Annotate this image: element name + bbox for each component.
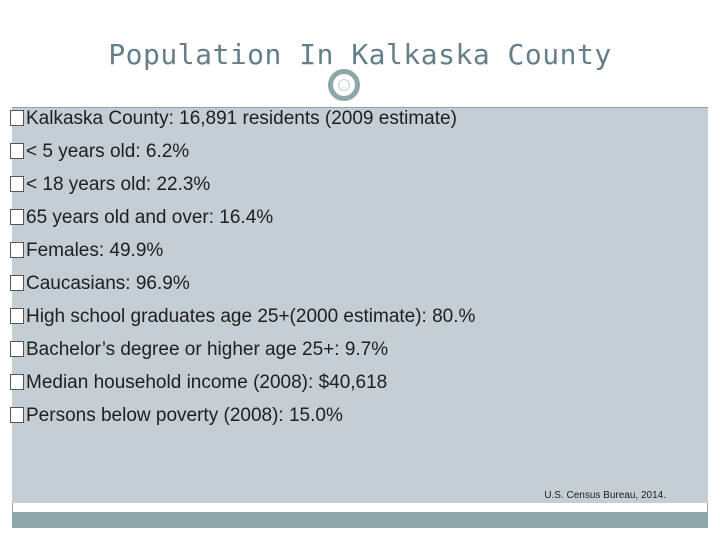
content-area	[12, 107, 708, 503]
square-bullet-icon	[10, 209, 24, 225]
square-bullet-icon	[10, 275, 24, 291]
square-bullet-icon	[10, 341, 24, 357]
square-bullet-icon	[10, 242, 24, 258]
bullet-text: Females: 49.9%	[26, 240, 164, 261]
list-item: Caucasians: 96.9%	[10, 267, 475, 300]
list-item: < 5 years old: 6.2%	[10, 135, 475, 168]
square-bullet-icon	[10, 308, 24, 324]
list-item: Females: 49.9%	[10, 234, 475, 267]
bullet-text: 65 years old and over: 16.4%	[26, 207, 274, 228]
list-item: < 18 years old: 22.3%	[10, 168, 475, 201]
bullet-text: Kalkaska County: 16,891 residents (2009 …	[26, 108, 457, 129]
bullet-text: < 5 years old: 6.2%	[26, 141, 190, 162]
ring-inner	[338, 79, 350, 91]
list-item: Persons below poverty (2008): 15.0%	[10, 399, 475, 432]
bullet-text: < 18 years old: 22.3%	[26, 174, 211, 195]
slide-title: Population In Kalkaska County	[108, 38, 612, 71]
list-item: Bachelor’s degree or higher age 25+: 9.7…	[10, 333, 475, 366]
bullet-text: Median household income (2008): $40,618	[26, 372, 388, 393]
square-bullet-icon	[10, 374, 24, 390]
source-citation: U.S. Census Bureau, 2014.	[544, 490, 666, 501]
list-item: High school graduates age 25+(2000 estim…	[10, 300, 475, 333]
square-bullet-icon	[10, 143, 24, 159]
bullet-list: Kalkaska County: 16,891 residents (2009 …	[10, 102, 475, 432]
slide: Population In Kalkaska County	[12, 12, 708, 528]
list-item: Median household income (2008): $40,618	[10, 366, 475, 399]
title-area: Population In Kalkaska County	[12, 12, 708, 107]
bottom-accent-bar	[12, 512, 708, 528]
bullet-text: Persons below poverty (2008): 15.0%	[26, 405, 343, 426]
square-bullet-icon	[10, 176, 24, 192]
bullet-text: Caucasians: 96.9%	[26, 273, 190, 294]
list-item: 65 years old and over: 16.4%	[10, 201, 475, 234]
list-item: Kalkaska County: 16,891 residents (2009 …	[10, 102, 475, 135]
bullet-text: High school graduates age 25+(2000 estim…	[26, 306, 476, 327]
square-bullet-icon	[10, 110, 24, 126]
bullet-text: Bachelor’s degree or higher age 25+: 9.7…	[26, 339, 389, 360]
square-bullet-icon	[10, 407, 24, 423]
ring-icon	[328, 69, 360, 101]
